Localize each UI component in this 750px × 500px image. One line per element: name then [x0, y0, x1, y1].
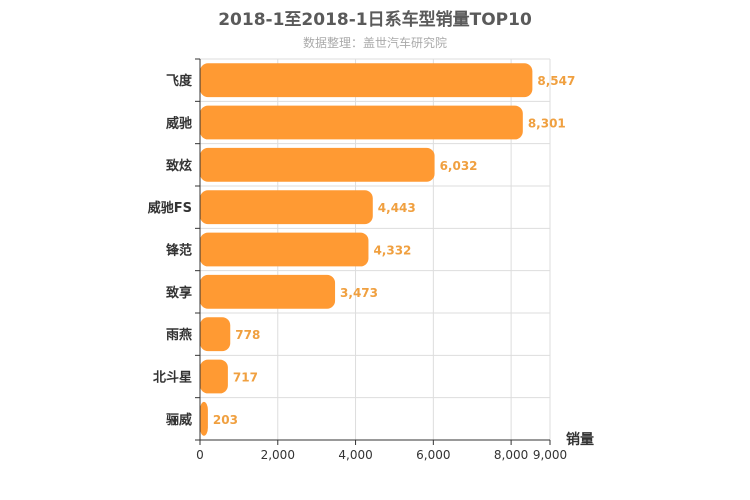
x-tick-label: 6,000: [416, 448, 450, 462]
data-label: 8,547: [537, 74, 575, 88]
data-label: 717: [233, 371, 258, 385]
category-label: 威驰FS: [148, 200, 192, 216]
category-label: 威驰: [166, 116, 192, 132]
bar: [200, 148, 435, 182]
bar: [200, 275, 335, 309]
category-label: 锋范: [166, 243, 192, 259]
x-tick-label: 4,000: [338, 448, 372, 462]
bar: [200, 190, 373, 224]
x-tick-label: 8,000: [494, 448, 528, 462]
data-label: 778: [235, 328, 260, 342]
bar: [200, 317, 230, 351]
data-label: 8,301: [528, 117, 566, 131]
data-label: 6,032: [440, 159, 478, 173]
data-label: 4,332: [373, 244, 411, 258]
category-label: 飞度: [166, 73, 193, 89]
category-label: 雨燕: [166, 327, 192, 343]
category-label: 北斗星: [153, 371, 192, 386]
data-label: 4,443: [378, 201, 416, 215]
x-tick-label: 9,000: [533, 448, 567, 462]
bar: [200, 402, 208, 436]
category-label: 骊威: [166, 412, 192, 428]
x-axis-name: 销量: [566, 431, 594, 448]
data-label: 203: [213, 413, 238, 427]
category-label: 致炫: [166, 158, 192, 174]
bar: [200, 106, 523, 140]
category-label: 致享: [166, 285, 192, 301]
x-tick-label: 0: [196, 448, 204, 462]
bar: [200, 63, 532, 97]
bar: [200, 360, 228, 394]
bar: [200, 233, 368, 267]
data-label: 3,473: [340, 286, 378, 300]
x-tick-label: 2,000: [261, 448, 295, 462]
